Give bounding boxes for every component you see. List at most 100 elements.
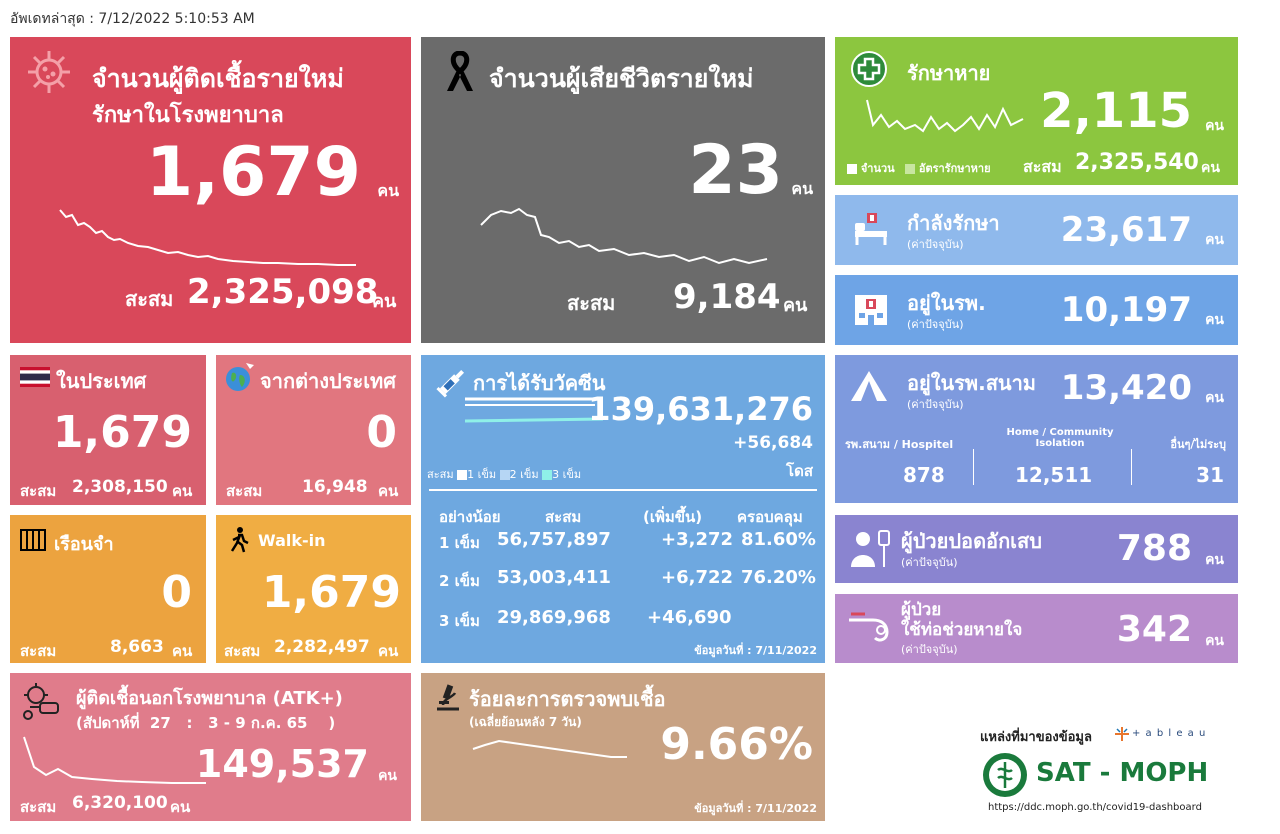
treating-unit: คน: [1205, 232, 1224, 248]
field-hospital-card[interactable]: อยู่ในรพ.สนาม (ค่าปัจจุบัน) 13,420 คน รพ…: [835, 355, 1238, 503]
vaccine-row-dose: 1 เข็ม: [439, 534, 480, 552]
vaccine-row-inc: +6,722: [661, 567, 734, 588]
positivity-value: 9.66%: [660, 719, 813, 770]
deaths-unit: คน: [791, 179, 813, 198]
last-updated: อัพเดทล่าสุด : 7/12/2022 5:10:53 AM: [10, 11, 255, 27]
vaccine-unit: โดส: [786, 462, 813, 480]
ventilator-title-line1: ผู้ป่วย: [901, 600, 942, 620]
atk-cum-unit: คน: [170, 798, 191, 816]
new-cases-title: จำนวนผู้ติดเชื้อรายใหม่: [92, 64, 344, 93]
field-hospitel-value: 878: [903, 463, 945, 487]
ventilator-card[interactable]: ผู้ป่วย ใช้ท่อช่วยหายใจ (ค่าปัจจุบัน) 34…: [835, 594, 1238, 663]
deaths-cum-unit: คน: [783, 295, 808, 316]
prison-bars-icon: [20, 529, 46, 551]
foreign-cum-value: 16,948: [302, 477, 368, 497]
vaccine-total: 139,631,276: [588, 390, 813, 428]
source-block: แหล่งที่มาของข้อมูล + a b l e a u SAT - …: [980, 722, 1230, 822]
deaths-cum-value: 9,184: [673, 277, 781, 317]
prison-cum-unit: คน: [172, 642, 193, 660]
medical-cross-icon: [851, 51, 887, 87]
pneumonia-sub: (ค่าปัจจุบัน): [901, 556, 958, 569]
prison-card[interactable]: เรือนจำ 0 สะสม 8,663 คน: [10, 515, 206, 663]
walkin-cum-label: สะสม: [224, 642, 261, 660]
treating-card[interactable]: กำลังรักษา (ค่าปัจจุบัน) 23,617 คน: [835, 195, 1238, 265]
hospital-bed-icon: [855, 213, 887, 245]
walkin-card[interactable]: Walk-in 1,679 สะสม 2,282,497 คน: [216, 515, 411, 663]
recovered-card[interactable]: รักษาหาย 2,115 คน จำนวน อัตรารักษาหาย สะ…: [835, 37, 1238, 185]
walkin-value: 1,679: [261, 567, 401, 618]
vaccine-title: การได้รับวัคซีน: [473, 371, 606, 395]
vaccine-row-cum: 56,757,897: [497, 529, 611, 550]
field-hospital-sub: (ค่าปัจจุบัน): [907, 398, 964, 411]
deaths-card[interactable]: จำนวนผู้เสียชีวิตรายใหม่ 23 คน สะสม 9,18…: [421, 37, 825, 343]
ribbon-icon: [447, 51, 473, 91]
walkin-cum-value: 2,282,497: [274, 637, 370, 657]
vaccine-card[interactable]: การได้รับวัคซีน 139,631,276 +56,684 โดส …: [421, 355, 825, 663]
positivity-card[interactable]: ร้อยละการตรวจพบเชื้อ (เฉลี่ยย้อนหลัง 7 ว…: [421, 673, 825, 821]
vaccine-header-inc: (เพิ่มขึ้น): [643, 508, 703, 526]
new-cases-value: 1,679: [145, 133, 361, 212]
positivity-sub: (เฉลี่ยย้อนหลัง 7 วัน): [469, 715, 582, 729]
vaccine-delta: +56,684: [733, 433, 813, 453]
domestic-cum-value: 2,308,150: [72, 477, 168, 497]
new-cases-cum-value: 2,325,098: [187, 272, 379, 312]
atk-title: ผู้ติดเชื้อนอกโรงพยาบาล (ATK+): [76, 688, 343, 709]
hospital-unit: คน: [1205, 312, 1224, 328]
vaccine-row-cov: 76.20%: [741, 567, 816, 588]
vaccine-row-dose: 3 เข็ม: [439, 612, 480, 630]
foreign-cum-label: สะสม: [226, 482, 263, 500]
vaccine-header-cov: ครอบคลุม: [737, 508, 803, 526]
field-other-value: 31: [1196, 463, 1224, 487]
foreign-cum-unit: คน: [378, 482, 399, 500]
atk-cum-label: สะสม: [20, 798, 57, 816]
field-divider: [1131, 449, 1132, 485]
vaccine-row-dose: 2 เข็ม: [439, 572, 480, 590]
ventilator-icon: [849, 612, 889, 642]
vaccine-legend: สะสม 1 เข็ม 2 เข็ม 3 เข็ม: [427, 468, 582, 481]
atk-card[interactable]: ผู้ติดเชื้อนอกโรงพยาบาล (ATK+) (สัปดาห์ท…: [10, 673, 411, 821]
syringe-icon: [436, 369, 465, 398]
vaccine-progress-bars: [465, 397, 604, 423]
hospital-value: 10,197: [1060, 290, 1192, 330]
deaths-cum-label: สะสม: [567, 291, 616, 315]
foreign-value: 0: [366, 407, 397, 458]
vaccine-row-inc: +46,690: [647, 607, 732, 628]
hospital-title: อยู่ในรพ.: [907, 291, 986, 315]
vaccine-header-cum: สะสม: [545, 508, 582, 526]
new-cases-card[interactable]: จำนวนผู้ติดเชื้อรายใหม่ รักษาในโรงพยาบาล…: [10, 37, 411, 343]
domestic-cum-label: สะสม: [20, 482, 57, 500]
tent-icon: [851, 371, 887, 401]
source-label: แหล่งที่มาของข้อมูล: [980, 730, 1092, 745]
recovered-sparkline: [866, 99, 1024, 133]
vaccine-row-cum: 53,003,411: [497, 567, 611, 588]
positivity-date: ข้อมูลวันที่ : 7/11/2022: [694, 802, 817, 815]
dashboard-url[interactable]: https://ddc.moph.go.th/covid19-dashboard: [988, 802, 1202, 813]
prison-cum-value: 8,663: [110, 637, 164, 657]
field-other-label: อื่นๆ/ไม่ระบุ: [1170, 438, 1226, 451]
thai-flag-icon: [20, 367, 50, 387]
ventilator-value: 342: [1116, 609, 1192, 650]
recovered-cum-label: สะสม: [1023, 157, 1062, 176]
pneumonia-card[interactable]: ผู้ป่วยปอดอักเสบ (ค่าปัจจุบัน) 788 คน: [835, 515, 1238, 583]
vaccine-row-cum: 29,869,968: [497, 607, 611, 628]
ventilator-title-line2: ใช้ท่อช่วยหายใจ: [901, 620, 1023, 640]
new-cases-subtitle: รักษาในโรงพยาบาล: [92, 103, 284, 128]
atk-cum-value: 6,320,100: [72, 793, 168, 813]
treating-title: กำลังรักษา: [907, 211, 1000, 235]
patient-iv-icon: [851, 530, 890, 567]
domestic-card[interactable]: ในประเทศ 1,679 สะสม 2,308,150 คน: [10, 355, 206, 505]
field-hospitel-label: รพ.สนาม / Hospitel: [845, 438, 954, 451]
field-divider: [973, 449, 974, 485]
foreign-card[interactable]: จากต่างประเทศ 0 สะสม 16,948 คน: [216, 355, 411, 505]
hospital-building-icon: [855, 295, 887, 325]
atk-value: 149,537: [195, 742, 369, 786]
treating-value: 23,617: [1060, 210, 1192, 250]
hospital-card[interactable]: อยู่ในรพ. (ค่าปัจจุบัน) 10,197 คน: [835, 275, 1238, 345]
field-home-value: 12,511: [1015, 463, 1093, 487]
virus-icon: [28, 51, 70, 93]
walkin-cum-unit: คน: [378, 642, 399, 660]
tableau-icon: [1115, 727, 1129, 741]
domestic-cum-unit: คน: [172, 482, 193, 500]
pneumonia-title: ผู้ป่วยปอดอักเสบ: [901, 529, 1042, 553]
foreign-title: จากต่างประเทศ: [260, 369, 396, 393]
